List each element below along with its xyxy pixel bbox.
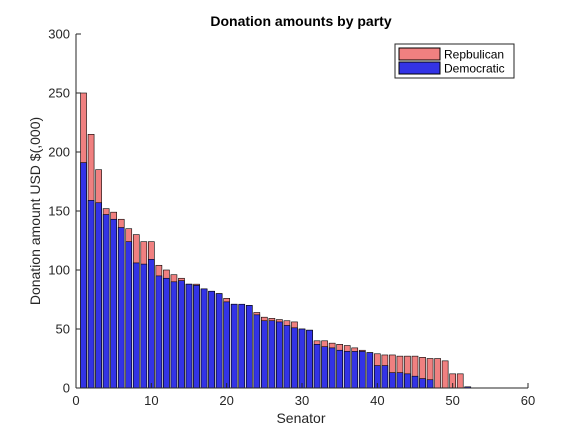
- x-tick-label-30: 30: [295, 393, 309, 408]
- bar-democratic-4: [102, 214, 110, 389]
- bar-democratic-26: [268, 320, 276, 389]
- bar-democratic-45: [411, 375, 419, 389]
- x-axis-title: Senator: [276, 410, 325, 426]
- bar-democratic-17: [200, 288, 208, 389]
- bar-democratic-35: [336, 349, 343, 389]
- y-tick-label-250: 250: [48, 86, 70, 101]
- bar-democratic-5: [110, 218, 117, 389]
- bar-democratic-18: [208, 290, 215, 389]
- chart-title: Donation amounts by party: [210, 13, 391, 29]
- bar-democratic-34: [328, 347, 336, 389]
- bar-democratic-9: [140, 263, 148, 389]
- bar-democratic-16: [193, 285, 200, 389]
- bar-democratic-37: [351, 351, 359, 389]
- bar-democratic-12: [163, 277, 170, 389]
- bar-democratic-2: [87, 200, 95, 389]
- bar-democratic-43: [396, 372, 404, 389]
- bar-democratic-31: [306, 329, 313, 389]
- bar-democratic-36: [343, 351, 351, 389]
- y-tick-label-150: 150: [48, 204, 70, 219]
- legend-swatch-repbulican: [398, 47, 441, 61]
- bar-democratic-28: [283, 325, 291, 389]
- x-tick-label-50: 50: [445, 393, 459, 408]
- bar-repbulican-48: [434, 358, 441, 389]
- bar-democratic-21: [230, 303, 238, 389]
- bar-democratic-24: [253, 314, 261, 389]
- bar-democratic-33: [321, 346, 328, 389]
- bar-democratic-22: [238, 303, 246, 389]
- bar-democratic-44: [404, 373, 411, 389]
- bar-democratic-32: [313, 344, 321, 389]
- legend-label-democratic: Democratic: [444, 62, 505, 76]
- bar-democratic-8: [132, 262, 140, 389]
- bar-democratic-3: [95, 202, 102, 389]
- legend: Repbulican Democratic: [394, 43, 515, 79]
- bar-democratic-39: [366, 352, 374, 389]
- bar-democratic-38: [358, 351, 366, 389]
- bar-democratic-1: [80, 162, 87, 389]
- bar-democratic-19: [215, 293, 223, 389]
- axes-layer: 0 10 20 30 40 50 60 0 50 100 150 200 250 300: [48, 27, 535, 409]
- y-tick-label-200: 200: [48, 145, 70, 160]
- x-tick-label-60: 60: [521, 393, 535, 408]
- y-tick-label-0: 0: [63, 381, 70, 396]
- bar-democratic-47: [426, 379, 434, 389]
- bar-democratic-11: [155, 275, 163, 389]
- bar-repbulican-49: [441, 360, 449, 389]
- x-tick-label-40: 40: [370, 393, 384, 408]
- y-axis-title: Donation amount USD $(,000): [27, 117, 43, 305]
- x-tick-label-10: 10: [144, 393, 158, 408]
- bar-democratic-14: [178, 280, 185, 389]
- bar-democratic-23: [245, 305, 253, 389]
- bar-democratic-30: [298, 328, 306, 389]
- bar-democratic-7: [125, 241, 133, 389]
- bar-democratic-27: [276, 321, 283, 389]
- x-tick-label-0: 0: [72, 393, 79, 408]
- bar-democratic-20: [223, 301, 230, 389]
- y-tick-label-100: 100: [48, 263, 70, 278]
- bar-democratic-25: [261, 320, 268, 389]
- bar-democratic-15: [185, 283, 193, 389]
- y-tick-label-50: 50: [56, 322, 70, 337]
- bar-repbulican-51: [456, 373, 464, 389]
- bar-democratic-6: [117, 227, 125, 389]
- legend-swatch-democratic: [398, 61, 441, 75]
- bar-democratic-29: [291, 327, 298, 389]
- bar-democratic-10: [148, 259, 155, 389]
- y-tick-label-300: 300: [48, 27, 70, 42]
- legend-label-repbulican: Repbulican: [444, 48, 504, 62]
- x-tick-label-20: 20: [219, 393, 233, 408]
- bar-democratic-13: [170, 281, 178, 389]
- bar-democratic-46: [419, 378, 426, 389]
- bar-democratic-41: [381, 365, 389, 389]
- bar-democratic-42: [389, 372, 396, 389]
